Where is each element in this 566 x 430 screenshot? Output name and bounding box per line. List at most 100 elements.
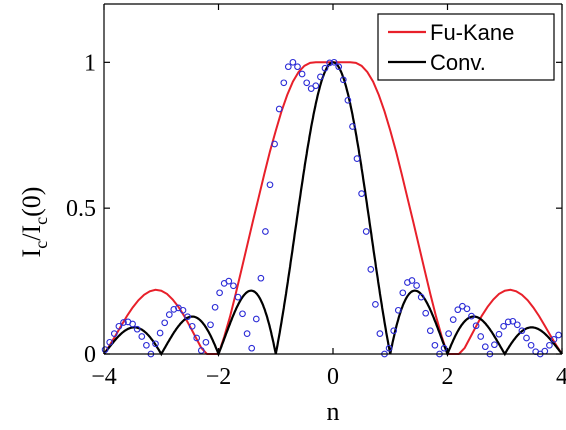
data-point-marker — [110, 330, 118, 337]
data-point-marker — [239, 310, 246, 318]
data-point-marker — [472, 322, 480, 330]
y-label-sub1: c — [31, 241, 51, 249]
svg-text:Ic/Ic(0): Ic/Ic(0) — [17, 187, 51, 258]
data-point-marker — [504, 318, 512, 326]
data-point-marker — [339, 76, 347, 84]
data-point-marker — [202, 338, 210, 346]
legend: Fu-Kane Conv. — [377, 13, 555, 81]
data-point-marker — [335, 63, 343, 71]
data-point-marker — [362, 228, 370, 235]
data-point-marker — [133, 325, 141, 333]
x-tick-label: 2 — [442, 364, 454, 390]
x-tick-label: 0 — [327, 364, 339, 390]
y-axis-label: Ic/Ic(0) — [17, 187, 51, 258]
data-point-marker — [481, 343, 489, 351]
data-point-marker — [207, 321, 214, 329]
data-point-marker — [179, 306, 187, 314]
data-point-marker — [344, 96, 352, 104]
data-point-marker — [165, 311, 173, 318]
data-point-marker — [298, 70, 306, 78]
data-point-marker — [413, 282, 420, 289]
data-point-marker — [394, 306, 402, 314]
data-point-marker — [216, 289, 223, 297]
x-axis-label: n — [327, 397, 340, 426]
data-point-marker — [275, 105, 283, 113]
data-point-marker — [408, 277, 416, 284]
data-point-marker — [541, 347, 549, 355]
data-point-marker — [101, 346, 109, 353]
y-label-sub2: c — [31, 217, 51, 225]
x-tick-label: −4 — [91, 364, 117, 390]
data-point-marker — [509, 317, 517, 325]
y-tick-label: 0 — [84, 342, 96, 368]
data-point-marker — [491, 341, 498, 349]
series-fu-kane-line — [103, 61, 563, 355]
data-point-marker — [280, 79, 288, 87]
data-point-marker — [170, 306, 178, 313]
data-point-marker — [477, 333, 485, 340]
legend-box — [377, 13, 555, 81]
data-point-marker — [445, 330, 452, 337]
data-point-marker — [385, 344, 393, 352]
data-point-marker — [513, 321, 521, 329]
data-point-marker — [230, 282, 237, 290]
data-point-marker — [303, 79, 311, 87]
data-point-marker — [390, 327, 398, 335]
data-point-marker — [523, 334, 530, 342]
data-point-marker — [106, 338, 114, 346]
data-point-marker — [289, 58, 297, 66]
plot-area — [101, 58, 563, 358]
data-point-marker — [184, 313, 191, 321]
x-tick-label: −2 — [206, 364, 232, 390]
data-point-marker — [197, 347, 205, 354]
data-point-marker — [252, 315, 260, 323]
data-point-marker — [546, 341, 553, 349]
data-point-marker — [376, 330, 384, 337]
data-point-marker — [500, 322, 507, 330]
data-point-marker — [188, 322, 196, 330]
data-point-marker — [211, 303, 219, 311]
data-point-marker — [266, 181, 274, 189]
data-point-marker — [262, 228, 269, 235]
legend-conv-label: Conv. — [430, 50, 486, 75]
axes: −4 −2 0 2 4 0 0.5 1 — [66, 3, 566, 390]
data-point-marker — [321, 64, 329, 72]
data-point-marker — [156, 329, 164, 337]
data-point-marker — [449, 316, 457, 323]
data-point-marker — [495, 330, 503, 338]
data-point-marker — [349, 123, 356, 130]
data-point-marker — [422, 309, 430, 317]
data-point-marker — [152, 340, 159, 348]
data-point-marker — [129, 320, 136, 328]
data-point-marker — [294, 63, 301, 71]
data-point-marker — [330, 58, 338, 66]
data-point-marker — [257, 274, 265, 282]
data-point-marker — [225, 277, 233, 285]
data-point-marker — [550, 336, 558, 343]
data-point-marker — [143, 341, 150, 349]
data-point-marker — [161, 319, 169, 327]
data-point-marker — [243, 330, 251, 337]
data-point-marker — [317, 73, 324, 81]
data-point-marker — [372, 301, 379, 308]
data-point-marker — [518, 327, 526, 335]
data-point-marker — [193, 334, 201, 342]
data-point-marker — [248, 344, 256, 352]
data-point-marker — [234, 293, 242, 301]
x-tick-label: 4 — [556, 364, 566, 390]
data-point-marker — [468, 312, 475, 320]
data-point-marker — [463, 305, 471, 313]
data-point-marker — [527, 341, 535, 349]
data-point-marker — [353, 155, 361, 162]
data-point-marker — [417, 293, 425, 301]
data-point-marker — [431, 341, 439, 349]
data-point-marker — [271, 140, 278, 148]
data-point-marker — [115, 322, 123, 330]
data-point-marker — [138, 333, 146, 340]
y-tick-label: 0.5 — [66, 196, 96, 222]
series-conv-line — [103, 61, 563, 357]
y-tick-label: 1 — [84, 50, 96, 76]
data-point-marker — [555, 331, 562, 339]
data-point-marker — [454, 306, 462, 314]
